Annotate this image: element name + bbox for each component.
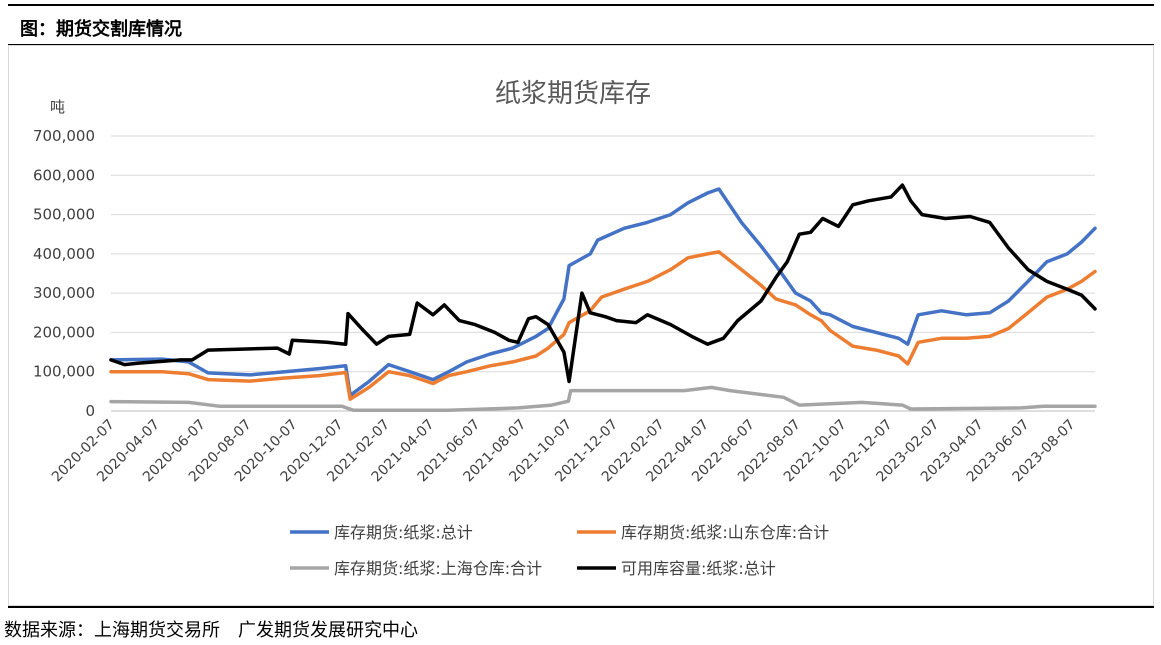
inventory-line-chart: 纸浆期货库存 吨 0 100,000 200,000 300,000 400,000 50… <box>8 45 1154 606</box>
series-line <box>109 385 1097 412</box>
y-tick-label: 300,000 <box>33 284 95 302</box>
chart-frame <box>8 45 1154 606</box>
y-tick-label: 400,000 <box>33 245 95 263</box>
legend-label: 可用库容量:纸浆:总计 <box>621 559 776 578</box>
y-tick-label: 500,000 <box>33 206 95 224</box>
chart-container: 纸浆期货库存 吨 0 100,000 200,000 300,000 400,000 50… <box>8 45 1154 606</box>
series-line <box>109 183 1097 384</box>
header-rule <box>8 44 1154 45</box>
bottom-rule <box>8 606 1154 608</box>
figure-header: 图：期货交割库情况 <box>8 6 1154 44</box>
y-axis-ticks: 0 100,000 200,000 300,000 400,000 500,000 600,… <box>33 127 95 420</box>
data-source-note: 数据来源：上海期货交易所 广发期货发展研究中心 <box>4 620 418 641</box>
legend-label: 库存期货:纸浆:上海仓库:合计 <box>334 559 542 578</box>
legend-label: 库存期货:纸浆:总计 <box>334 523 473 542</box>
y-tick-label: 600,000 <box>33 166 95 184</box>
chart-title: 纸浆期货库存 <box>495 79 651 109</box>
series-lines <box>109 183 1097 412</box>
y-tick-label: 100,000 <box>33 363 95 381</box>
legend-label: 库存期货:纸浆:山东仓库:合计 <box>621 523 829 542</box>
y-tick-label: 200,000 <box>33 323 95 341</box>
series-line <box>109 187 1097 398</box>
y-tick-label: 0 <box>85 402 95 420</box>
top-rule <box>8 4 1154 6</box>
y-tick-label: 700,000 <box>33 127 95 145</box>
chart-legend: 库存期货:纸浆:总计 库存期货:纸浆:山东仓库:合计库存期货:纸浆:上海仓库:合计… <box>290 523 829 578</box>
y-axis-unit-label: 吨 <box>50 98 65 116</box>
series-line <box>109 250 1097 401</box>
figure-title: 图：期货交割库情况 <box>20 19 182 40</box>
